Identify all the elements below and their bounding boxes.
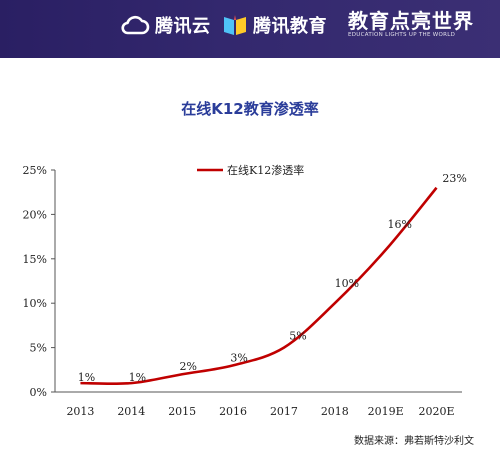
data-source-note: 数据来源：弗若斯特沙利文 <box>354 436 474 447</box>
x-tick-label: 2020E <box>419 405 455 418</box>
data-label: 10% <box>335 277 359 290</box>
header-banner: 腾讯云 腾讯教育 教育点亮世界 EDUCATION LIGHTS UP THE … <box>0 0 500 58</box>
data-label: 1% <box>78 371 95 384</box>
slogan-text: 教育点亮世界 <box>348 9 474 33</box>
cloud-icon <box>121 15 150 35</box>
y-tick-label: 25% <box>23 164 47 177</box>
edu-brand-name: 腾讯教育 <box>253 16 327 37</box>
data-label: 3% <box>230 351 247 364</box>
x-tick-label: 2016 <box>219 405 247 418</box>
legend-label: 在线K12渗透率 <box>227 163 304 177</box>
tencent-education-logo: 腾讯教育 <box>222 12 327 38</box>
book-icon <box>224 15 246 35</box>
slogan-subtext: EDUCATION LIGHTS UP THE WORLD <box>348 32 456 38</box>
slogan-block: 教育点亮世界 EDUCATION LIGHTS UP THE WORLD <box>348 10 474 38</box>
x-tick-label: 2015 <box>168 405 196 418</box>
y-tick-label: 15% <box>23 253 47 266</box>
y-tick-label: 0% <box>30 386 47 399</box>
chart-title: 在线K12教育渗透率 <box>181 100 319 118</box>
y-tick-label: 20% <box>23 208 47 221</box>
data-label: 5% <box>289 330 306 343</box>
x-tick-label: 2017 <box>270 405 298 418</box>
x-tick-label: 2014 <box>117 405 145 418</box>
data-label: 1% <box>129 371 146 384</box>
data-label: 16% <box>387 218 411 231</box>
series-line <box>80 186 438 386</box>
x-tick-label: 2013 <box>66 405 94 418</box>
data-label: 23% <box>442 172 466 185</box>
x-tick-label: 2018 <box>321 405 349 418</box>
data-label: 2% <box>179 360 196 373</box>
y-tick-label: 5% <box>30 342 47 355</box>
cloud-brand-name: 腾讯云 <box>155 16 211 37</box>
tencent-cloud-logo: 腾讯云 <box>120 12 211 38</box>
y-tick-label: 10% <box>23 297 47 310</box>
x-tick-label: 2019E <box>368 405 404 418</box>
